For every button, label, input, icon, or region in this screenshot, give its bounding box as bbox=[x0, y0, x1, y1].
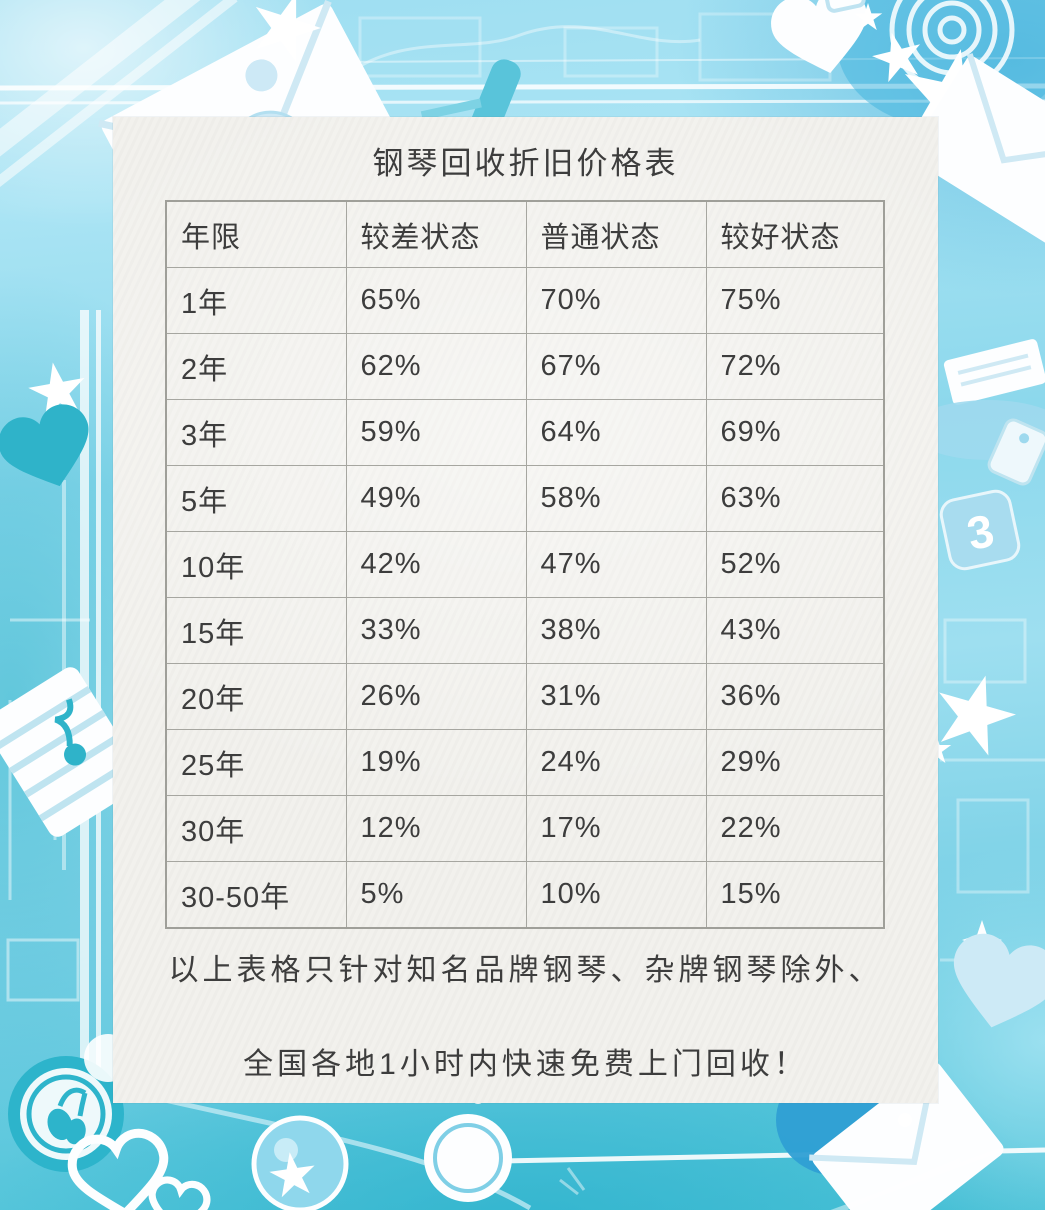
cell-normal-state: 64% bbox=[525, 399, 707, 466]
cell-poor-state: 33% bbox=[345, 597, 527, 664]
cell-good-state: 22% bbox=[705, 795, 885, 862]
cell-years: 3年 bbox=[165, 399, 347, 466]
cell-good-state: 69% bbox=[705, 399, 885, 466]
header-row: 年限 较差状态 普通状态 较好状态 bbox=[165, 200, 885, 268]
cell-good-state: 36% bbox=[705, 663, 885, 730]
cell-good-state: 52% bbox=[705, 531, 885, 598]
paint-dot bbox=[898, 1113, 912, 1127]
table-row: 5年 49% 58% 63% bbox=[165, 465, 885, 532]
paper-card-icon bbox=[943, 339, 1045, 405]
balloon-icon bbox=[251, 1115, 349, 1210]
col-header-good-state: 较好状态 bbox=[705, 200, 885, 268]
cell-years: 5年 bbox=[165, 465, 347, 532]
heart-icon bbox=[147, 1178, 209, 1210]
cell-normal-state: 10% bbox=[525, 861, 707, 929]
envelope-icon bbox=[908, 53, 1045, 244]
table-row: 2年 62% 67% 72% bbox=[165, 333, 885, 400]
stripe-icon bbox=[0, 0, 238, 211]
col-header-years: 年限 bbox=[165, 200, 347, 268]
price-table: 年限 较差状态 普通状态 较好状态 1年 65% 70% 75% 2年 62% … bbox=[165, 200, 885, 929]
col-header-poor-state: 较差状态 bbox=[345, 200, 527, 268]
cell-poor-state: 49% bbox=[345, 465, 527, 532]
cell-poor-state: 19% bbox=[345, 729, 527, 796]
sketch-lines bbox=[559, 1148, 1001, 1210]
cell-years: 1年 bbox=[165, 267, 347, 334]
cell-normal-state: 70% bbox=[525, 267, 707, 334]
table-row: 20年 26% 31% 36% bbox=[165, 663, 885, 730]
table-row: 30-50年 5% 10% 15% bbox=[165, 861, 885, 929]
cell-normal-state: 47% bbox=[525, 531, 707, 598]
ring-icon bbox=[424, 1114, 512, 1202]
cell-years: 2年 bbox=[165, 333, 347, 400]
note-service: 全国各地1小时内快速免费上门回收！ bbox=[243, 1048, 808, 1081]
note-brands: 以上表格只针对知名品牌钢琴、杂牌钢琴除外、 bbox=[168, 954, 883, 987]
cell-years: 15年 bbox=[165, 597, 347, 664]
cell-normal-state: 31% bbox=[525, 663, 707, 730]
table-row: 30年 12% 17% 22% bbox=[165, 795, 885, 862]
heart-icon bbox=[940, 927, 1045, 1041]
cell-poor-state: 12% bbox=[345, 795, 527, 862]
cell-normal-state: 58% bbox=[525, 465, 707, 532]
cell-good-state: 63% bbox=[705, 465, 885, 532]
cell-good-state: 72% bbox=[705, 333, 885, 400]
col-header-normal-state: 普通状态 bbox=[525, 200, 707, 268]
table-row: 15年 33% 38% 43% bbox=[165, 597, 885, 664]
dice-icon: 3 bbox=[939, 489, 1021, 571]
sketch-lines bbox=[940, 618, 1045, 962]
cell-years: 25年 bbox=[165, 729, 347, 796]
cell-normal-state: 67% bbox=[525, 333, 707, 400]
cell-poor-state: 5% bbox=[345, 861, 527, 929]
cell-normal-state: 38% bbox=[525, 597, 707, 664]
table-row: 25年 19% 24% 29% bbox=[165, 729, 885, 796]
cell-poor-state: 59% bbox=[345, 399, 527, 466]
cell-poor-state: 62% bbox=[345, 333, 527, 400]
tag-icon bbox=[987, 418, 1045, 486]
table-row: 1年 65% 70% 75% bbox=[165, 267, 885, 334]
cell-years: 20年 bbox=[165, 663, 347, 730]
cell-good-state: 15% bbox=[705, 861, 885, 929]
cell-years: 30-50年 bbox=[165, 861, 347, 929]
card-title: 钢琴回收折旧价格表 bbox=[372, 146, 679, 181]
cell-poor-state: 26% bbox=[345, 663, 527, 730]
cell-good-state: 29% bbox=[705, 729, 885, 796]
cell-good-state: 43% bbox=[705, 597, 885, 664]
cell-normal-state: 24% bbox=[525, 729, 707, 796]
cell-years: 10年 bbox=[165, 531, 347, 598]
table-row: 3年 59% 64% 69% bbox=[165, 399, 885, 466]
package-icon bbox=[0, 667, 144, 837]
lock-heart-icon bbox=[766, 0, 878, 84]
cell-years: 30年 bbox=[165, 795, 347, 862]
cell-normal-state: 17% bbox=[525, 795, 707, 862]
cell-good-state: 75% bbox=[705, 267, 885, 334]
sketch-lines bbox=[6, 618, 90, 1002]
cell-poor-state: 65% bbox=[345, 267, 527, 334]
cell-poor-state: 42% bbox=[345, 531, 527, 598]
price-card: 钢琴回收折旧价格表 年限 较差状态 普通状态 较好状态 1年 65% 70% 7… bbox=[113, 117, 938, 1103]
table-row: 10年 42% 47% 52% bbox=[165, 531, 885, 598]
